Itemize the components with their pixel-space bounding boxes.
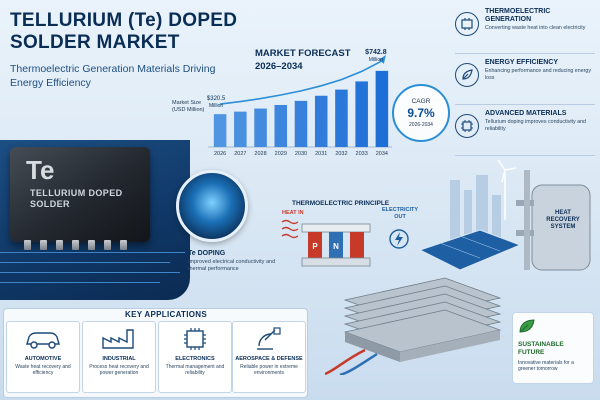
info-item-energy-efficiency: ENERGY EFFICIENCY Enhancing performance … bbox=[455, 59, 595, 105]
lightning-icon bbox=[389, 229, 409, 249]
thermoelectric-module: P N bbox=[301, 223, 371, 267]
leg-n-label: N bbox=[333, 242, 339, 251]
electricity-out-label: ELECTRICITY OUT bbox=[381, 207, 419, 220]
info-item-thermoelectric: THERMOELECTRIC GENERATION Converting was… bbox=[455, 8, 595, 54]
factory-icon bbox=[97, 326, 141, 352]
chart-bar bbox=[355, 81, 368, 147]
heat-wave-icon bbox=[281, 219, 299, 239]
app-card-industrial: INDUSTRIAL Process heat recovery and pow… bbox=[82, 321, 156, 393]
key-applications-title: KEY APPLICATIONS bbox=[125, 310, 207, 319]
trend-arrow-head bbox=[378, 54, 386, 64]
blue-wire bbox=[339, 352, 378, 375]
chart-x-tick-label: 2031 bbox=[315, 151, 327, 157]
chart-x-tick-label: 2029 bbox=[275, 151, 287, 157]
app-card-aerospace: AEROSPACE & DEFENSE Reliable power in ex… bbox=[232, 321, 306, 393]
cagr-label: CAGR bbox=[411, 98, 431, 105]
energy-scene bbox=[420, 160, 591, 271]
energy-efficiency-icon bbox=[455, 63, 479, 87]
cagr-value: 9.7% bbox=[407, 106, 435, 120]
principle-title: THERMOELECTRIC PRINCIPLE bbox=[292, 200, 390, 207]
doping-callout: Te DOPING Improved electrical conductivi… bbox=[188, 250, 276, 272]
chart-bar bbox=[213, 114, 227, 147]
chart-ylabel: Market Size (USD Million) bbox=[172, 100, 205, 113]
chart-x-tick-label: 2033 bbox=[356, 151, 368, 157]
chart-bar bbox=[294, 100, 308, 147]
satellite-icon bbox=[247, 326, 291, 352]
chart-x-tick-label: 2028 bbox=[254, 151, 266, 157]
red-wire bbox=[325, 348, 366, 375]
chip-label: TELLURIUM DOPED SOLDER bbox=[30, 188, 123, 209]
chart-bar bbox=[234, 111, 247, 147]
chart-bar bbox=[274, 104, 288, 147]
heat-sink bbox=[325, 277, 502, 375]
heat-recovery-label: HEAT RECOVERY SYSTEM bbox=[546, 210, 580, 230]
chart-start-value-label: $320.5 bbox=[207, 96, 226, 102]
chip-icon bbox=[173, 326, 217, 352]
page-subtitle: Thermoelectric Generation Materials Driv… bbox=[10, 63, 216, 89]
thermoelectric-icon bbox=[455, 12, 479, 36]
cagr-period: 2026-2034 bbox=[409, 122, 433, 128]
info-panel: THERMOELECTRIC GENERATION Converting was… bbox=[455, 8, 595, 161]
app-card-electronics: ELECTRONICS Thermal management and relia… bbox=[158, 321, 232, 393]
market-forecast-chart: 2026 2027 2028 2029 2030 2031 2032 2033 2034 $320… bbox=[207, 49, 392, 157]
heat-sink-fins bbox=[343, 277, 502, 353]
page-title: TELLURIUM (Te) DOPED SOLDER MARKET bbox=[10, 10, 238, 53]
chart-end-unit-label: Million bbox=[369, 57, 383, 63]
chart-start-unit-label: Million bbox=[209, 103, 223, 109]
chart-bar bbox=[375, 70, 389, 147]
sustainable-future-card: SUSTAINABLE FUTURE Innovative materials … bbox=[512, 312, 594, 384]
chart-title: MARKET FORECAST bbox=[255, 48, 351, 59]
chart-x-tick-label: 2027 bbox=[234, 151, 246, 157]
chart-x-tick-label: 2026 bbox=[214, 151, 226, 157]
trend-line bbox=[220, 60, 383, 105]
chart-bar bbox=[314, 95, 328, 147]
info-item-advanced-materials: ADVANCED MATERIALS Tellurium doping impr… bbox=[455, 110, 595, 156]
advanced-materials-icon bbox=[455, 114, 479, 138]
car-icon bbox=[21, 326, 65, 352]
heat-in-label: HEAT IN bbox=[282, 210, 304, 216]
chart-x-tick-label: 2030 bbox=[295, 151, 307, 157]
solder-chip bbox=[10, 147, 150, 242]
chart-x-tick-label: 2034 bbox=[376, 151, 388, 157]
chart-bar bbox=[335, 89, 348, 147]
app-card-automotive: AUTOMOTIVE Waste heat recovery and effic… bbox=[6, 321, 80, 393]
chart-subtitle: 2026–2034 bbox=[255, 61, 303, 72]
chart-end-value-label: $742.8 bbox=[365, 49, 387, 56]
chart-x-tick-label: 2032 bbox=[335, 151, 347, 157]
city-skyline bbox=[450, 175, 501, 240]
solar-panel-icon bbox=[420, 229, 522, 271]
doping-closeup bbox=[176, 170, 248, 242]
leg-p-label: P bbox=[312, 242, 318, 251]
chip-symbol: Te bbox=[26, 155, 55, 185]
heat-recovery-tank bbox=[516, 170, 591, 271]
wind-turbine-icon bbox=[497, 160, 517, 220]
cagr-badge: CAGR 9.7% 2026-2034 bbox=[392, 84, 450, 142]
chart-bar bbox=[254, 108, 267, 147]
leaf-icon bbox=[519, 319, 535, 333]
